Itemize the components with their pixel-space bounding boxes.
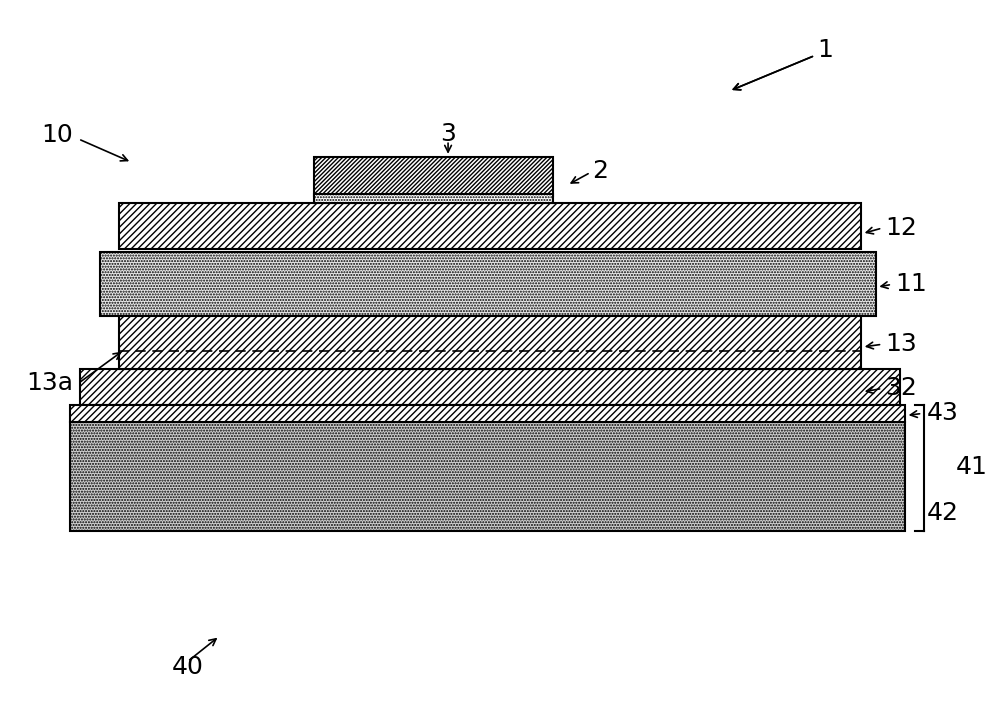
Bar (100, 252, 876, 316)
Text: 2: 2 (593, 159, 609, 183)
Bar (70, 405, 905, 422)
Bar (119, 203, 861, 249)
Text: 3: 3 (440, 122, 456, 146)
Bar (80, 369, 900, 405)
Text: 12: 12 (885, 216, 917, 240)
Text: 10: 10 (42, 124, 73, 148)
Bar (70, 422, 905, 531)
Text: 40: 40 (172, 654, 203, 678)
Text: 1: 1 (817, 38, 833, 62)
Text: 43: 43 (926, 401, 958, 425)
Text: 42: 42 (926, 501, 958, 525)
Text: 32: 32 (885, 377, 917, 401)
Text: 13: 13 (885, 332, 917, 356)
Text: 11: 11 (895, 273, 927, 297)
Bar (119, 316, 861, 369)
Bar (314, 195, 553, 203)
Text: 41: 41 (956, 455, 987, 479)
Bar (314, 157, 553, 196)
Text: 13a: 13a (26, 371, 73, 395)
